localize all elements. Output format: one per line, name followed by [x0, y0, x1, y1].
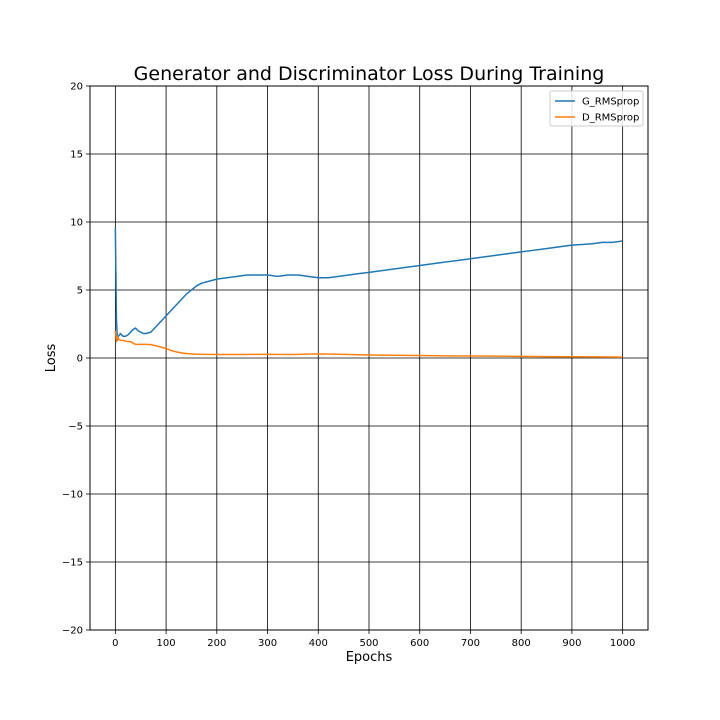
y-tick-label: 15: [70, 150, 83, 161]
x-axis-label: Epochs: [346, 650, 393, 665]
x-tick-label: 300: [258, 638, 277, 649]
series-line-g-rmsprop: [114, 227, 623, 342]
axis-ticks: 0 100 200 300 400 500 600 700 800 900 1000−20−15−1…: [62, 82, 635, 650]
y-tick-label: 0: [77, 354, 83, 365]
x-tick-label: 500: [359, 638, 378, 649]
legend: G_RMSprop D_RMSprop: [549, 90, 644, 127]
legend-label-d-rmsprop: D_RMSprop: [582, 113, 639, 124]
series-line-d-rmsprop: [114, 330, 623, 358]
x-tick-label: 1000: [610, 638, 635, 649]
y-tick-label: 20: [70, 82, 83, 93]
x-tick-label: 400: [309, 638, 328, 649]
x-tick-label: 0: [112, 638, 118, 649]
series-lines: [114, 227, 623, 358]
x-tick-label: 100: [157, 638, 176, 649]
y-tick-label: −10: [62, 490, 83, 501]
y-tick-label: −5: [68, 422, 83, 433]
y-tick-label: −20: [62, 626, 83, 637]
y-tick-label: −15: [62, 558, 83, 569]
y-tick-label: 10: [70, 218, 83, 229]
x-tick-label: 900: [562, 638, 581, 649]
x-tick-label: 700: [461, 638, 480, 649]
x-tick-label: 600: [410, 638, 429, 649]
x-tick-label: 800: [512, 638, 531, 649]
chart-title: Generator and Discriminator Loss During …: [134, 63, 605, 85]
y-axis-label: Loss: [44, 344, 59, 373]
legend-label-g-rmsprop: G_RMSprop: [582, 97, 639, 108]
y-tick-label: 5: [77, 286, 83, 297]
x-tick-label: 200: [207, 638, 226, 649]
